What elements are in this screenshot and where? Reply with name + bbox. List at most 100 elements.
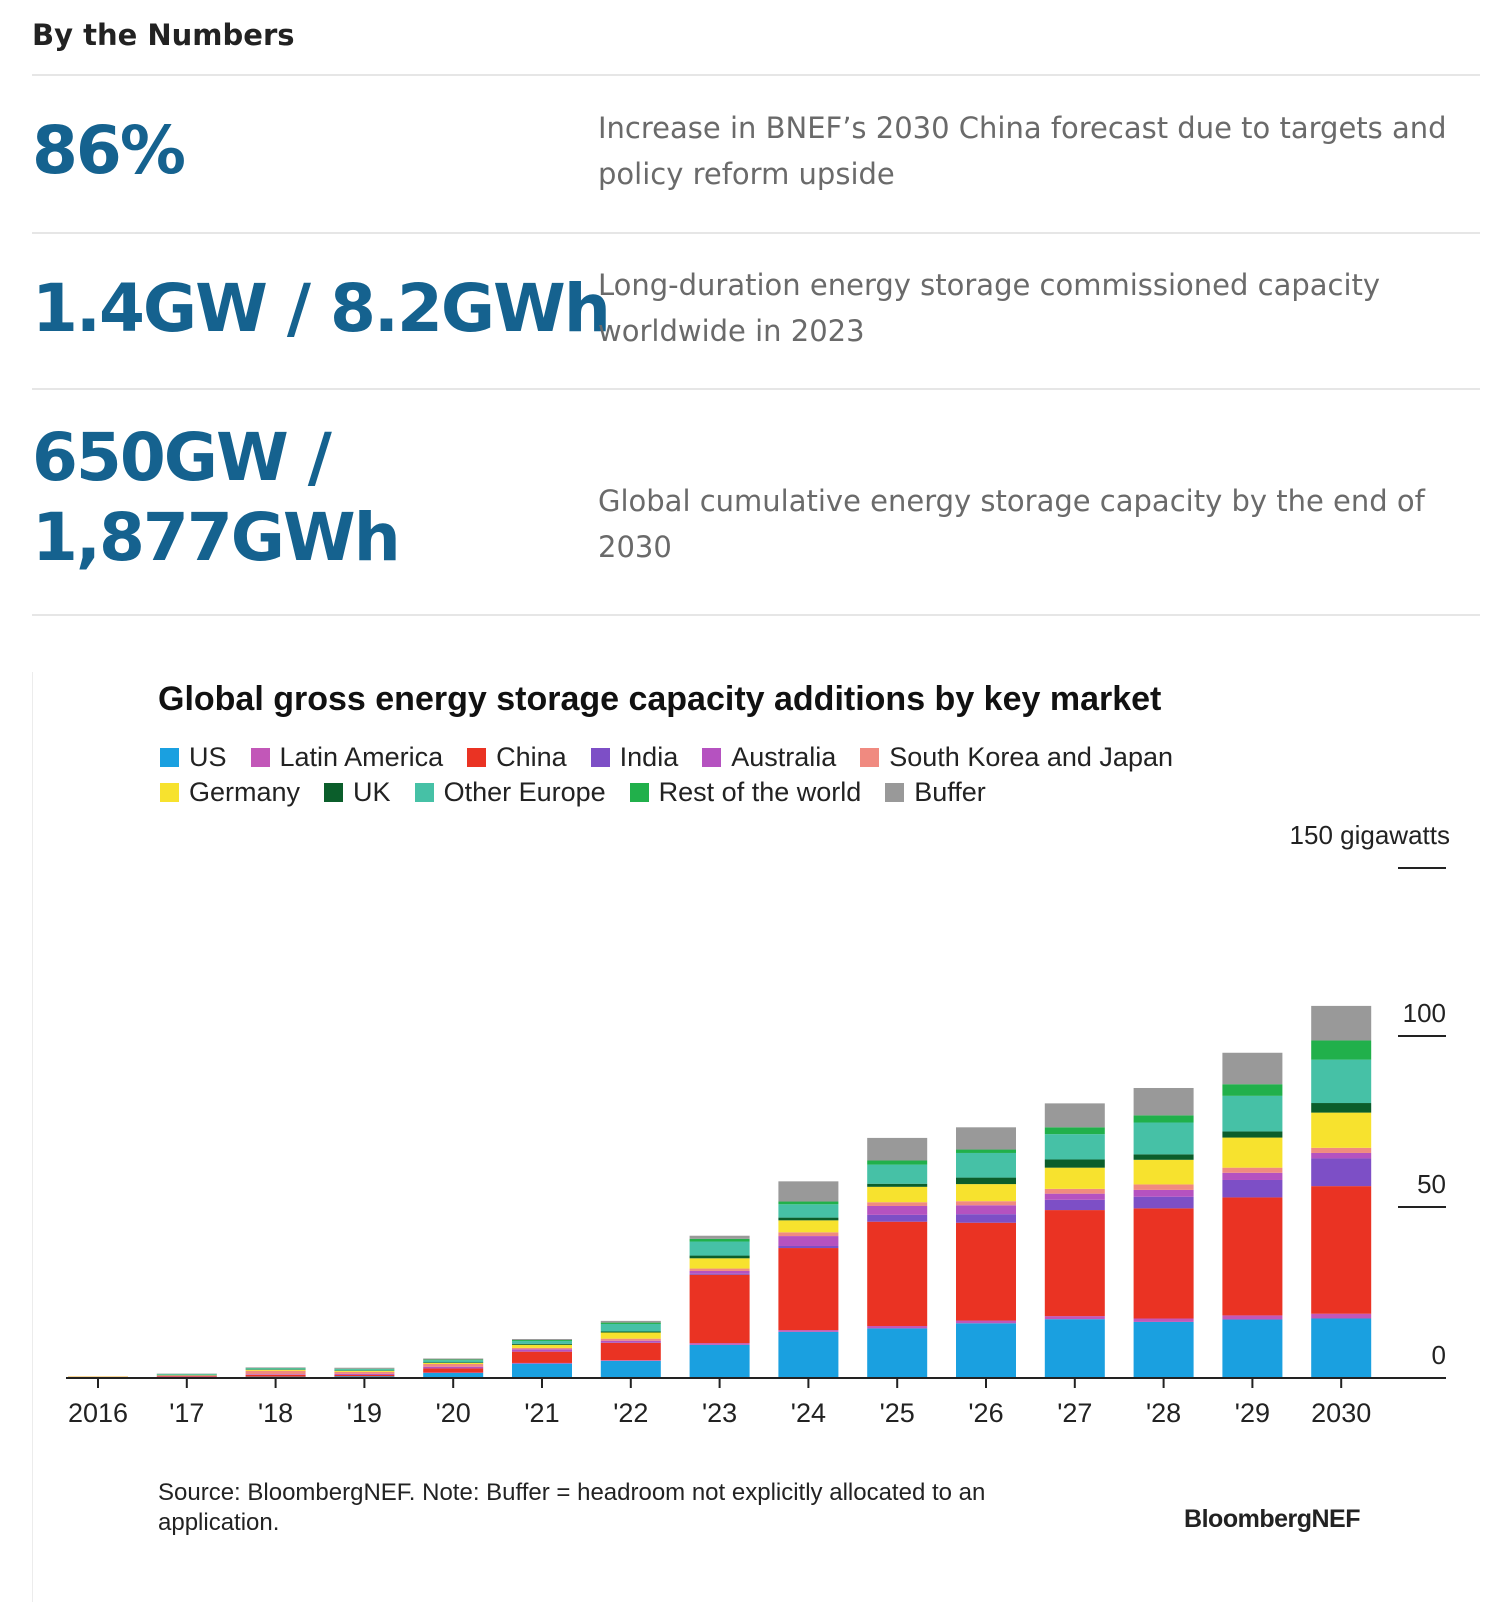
bar-segment	[1222, 1197, 1283, 1316]
x-tick-label: '17	[169, 1398, 204, 1428]
chart-frame-line	[32, 672, 33, 1602]
bar-segment	[600, 1360, 661, 1361]
bar-segment	[1222, 1167, 1283, 1173]
bar-segment	[245, 1368, 306, 1370]
bar-segment	[512, 1343, 572, 1345]
bar-segment	[334, 1367, 395, 1369]
bar-segment	[867, 1202, 928, 1206]
bar-segment	[956, 1127, 1016, 1150]
bar-segment	[956, 1152, 1016, 1178]
bar-segment	[689, 1255, 750, 1259]
legend-swatch	[250, 748, 270, 767]
divider	[32, 74, 1480, 76]
bar-segment	[1044, 1159, 1105, 1168]
bar-segment	[245, 1367, 306, 1369]
bar-segment	[778, 1232, 839, 1237]
chart-title: Global gross energy storage capacity add…	[158, 680, 1162, 718]
bar-segment	[1222, 1179, 1283, 1198]
legend-label: India	[619, 742, 679, 772]
bar-segment	[600, 1332, 661, 1339]
bar-segment	[334, 1373, 395, 1375]
bar-segment	[600, 1331, 661, 1333]
legend-label: China	[496, 742, 567, 772]
bar-segment	[1222, 1084, 1283, 1096]
legend-item: Rest of the world	[629, 777, 862, 808]
bar-segment	[1133, 1159, 1194, 1185]
bar-segment	[1133, 1318, 1194, 1322]
legend-label: Rest of the world	[658, 777, 862, 807]
legend-item: China	[467, 742, 567, 773]
bar-segment	[423, 1368, 484, 1373]
x-tick-label: '29	[1235, 1398, 1270, 1428]
bar-segment	[1222, 1052, 1283, 1085]
bar-segment	[334, 1369, 395, 1371]
x-tick-label: '18	[258, 1398, 293, 1428]
bar-segment	[334, 1371, 395, 1374]
bar-segment	[956, 1320, 1016, 1324]
bar-segment	[867, 1137, 928, 1161]
bar-segment	[689, 1273, 750, 1275]
bar-segment	[156, 1376, 217, 1377]
bar-segment	[778, 1245, 839, 1249]
units-label: 150 gigawatts	[1289, 820, 1450, 850]
bar-segment	[689, 1268, 750, 1271]
bar-segment	[867, 1183, 928, 1187]
x-tick-label: '25	[880, 1398, 915, 1428]
bar-segment	[1044, 1127, 1105, 1135]
bar-segment	[1044, 1193, 1105, 1200]
y-tick-label: 0	[1432, 1340, 1446, 1370]
bar-segment	[689, 1344, 750, 1378]
bar-segment	[1311, 1158, 1372, 1187]
bar-segment	[1311, 1152, 1372, 1159]
bar-segment	[956, 1323, 1016, 1378]
x-tick-label: '26	[968, 1398, 1003, 1428]
bar-segment	[778, 1248, 839, 1331]
chart-source-note: Source: BloombergNEF. Note: Buffer = hea…	[158, 1479, 986, 1536]
legend-item: US	[160, 742, 227, 773]
bar-segment	[512, 1341, 572, 1344]
stat-value: 1.4GW / 8.2GWh	[32, 270, 611, 347]
bar-segment	[1133, 1196, 1194, 1209]
bar-segment	[512, 1339, 572, 1341]
bar-segment	[245, 1374, 306, 1375]
bar-segment	[689, 1258, 750, 1269]
stat-value-line: 1,877GWh	[32, 499, 401, 576]
legend-label: Australia	[731, 742, 837, 772]
bar-segment	[1222, 1315, 1283, 1320]
legend-item: South Korea and Japan	[860, 742, 1173, 773]
bar-segment	[600, 1320, 661, 1323]
legend-label: US	[189, 742, 227, 772]
bar-segment	[512, 1363, 572, 1378]
bar-segment	[1044, 1319, 1105, 1378]
legend-label: Germany	[189, 777, 301, 807]
bar-segment	[1133, 1122, 1194, 1155]
bar-segment	[600, 1340, 661, 1343]
bar-segment	[334, 1370, 395, 1372]
bar-segment	[1133, 1087, 1194, 1116]
bar-segment	[423, 1366, 484, 1369]
stat-value: 86%	[32, 112, 186, 189]
bar-segment	[689, 1235, 750, 1239]
legend-item: Buffer	[885, 777, 986, 808]
divider	[32, 232, 1480, 234]
stat-description: Long-duration energy storage commissione…	[598, 268, 1381, 348]
bar-segment	[600, 1322, 661, 1324]
bar-segment	[423, 1360, 484, 1363]
bar-segment	[1044, 1188, 1105, 1194]
bar-segment	[423, 1362, 484, 1364]
bar-segment	[1133, 1321, 1194, 1378]
divider	[32, 388, 1480, 390]
bar-segment	[1222, 1095, 1283, 1132]
legend-swatch	[860, 748, 880, 767]
bar-segment	[1133, 1208, 1194, 1319]
legend-swatch	[629, 783, 649, 802]
bar-segment	[423, 1363, 484, 1367]
bar-segment	[956, 1201, 1016, 1206]
bar-segment	[867, 1164, 928, 1184]
bar-segment	[778, 1236, 839, 1246]
bar-segment	[956, 1222, 1016, 1321]
bar-segment	[1311, 1005, 1372, 1041]
bar-segment	[512, 1351, 572, 1363]
bar-segment	[689, 1270, 750, 1274]
bar-segment	[867, 1205, 928, 1215]
